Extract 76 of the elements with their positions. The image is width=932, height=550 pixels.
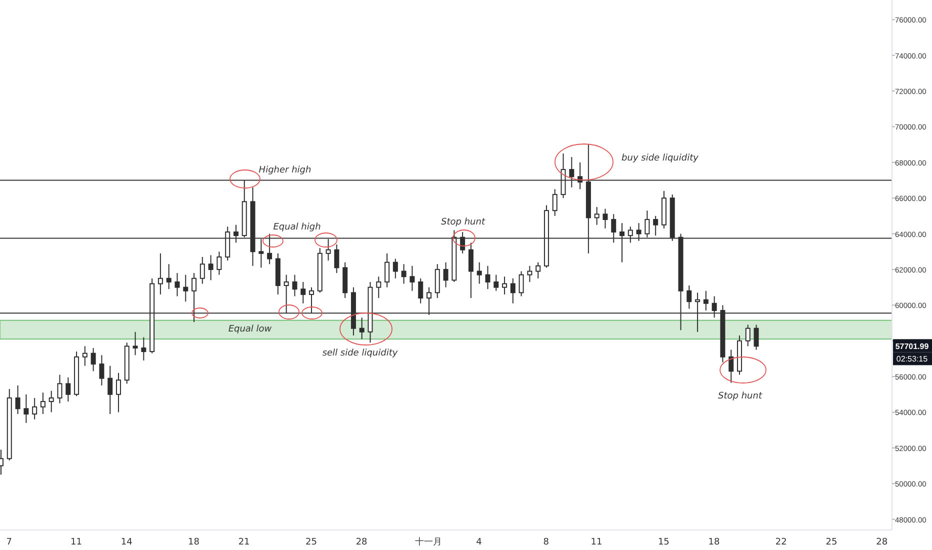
x-tick-label: 4 [476,537,482,548]
x-tick-label: 11 [70,537,82,548]
candlestick [132,331,138,356]
candlestick [57,374,62,404]
candlestick [158,252,163,295]
x-tick-label: 18 [708,537,720,548]
x-tick-label: 25 [826,537,838,548]
candlestick [527,265,532,282]
annotation: Stop hunt [718,391,762,402]
candlestick [392,258,398,279]
x-tick-label: 14 [120,537,133,548]
candlestick [703,290,708,312]
candlestick [468,242,474,299]
x-tick-label: 15 [658,537,670,548]
x-tick-label: 25 [305,537,317,548]
candlestick [653,215,658,236]
candlestick [536,262,541,279]
candlestick [66,376,71,402]
x-tick-label: 7 [6,537,12,548]
candlestick [476,262,482,284]
annotation: buy side liquidity [622,153,700,164]
candlestick [216,251,222,276]
candlestick [594,206,600,226]
candlestick [15,384,20,415]
x-tick-label: 28 [356,537,368,548]
candlestick [116,372,121,413]
candlestick [376,276,382,299]
candlestick [141,336,146,361]
candlestick [485,265,490,290]
annotation: sell side liquidity [322,348,398,358]
annotation: Stop hunt [441,217,486,228]
candlestick [754,324,759,350]
candlestick [99,354,104,386]
candlestick [108,365,113,415]
text: 02:53:15 [896,354,928,364]
candlestick [384,252,390,288]
annotation: 57701.99 [895,342,930,352]
candlestick [32,397,38,420]
annotation: Higher high [258,165,312,176]
x-tick-label: 8 [543,537,550,548]
candlestick [502,276,508,295]
x-tick-label: 28 [876,537,888,548]
candlestick [401,264,406,284]
x-tick-label: 十一月 [415,536,442,548]
candlestick [166,264,172,290]
candlestick [510,278,516,304]
candlestick [334,244,340,274]
candlestick [494,274,499,292]
candlestick [40,392,46,415]
candlestick [183,274,188,302]
annotation: Equal low [228,324,272,334]
candlestick [24,394,29,424]
candlestick [518,270,524,297]
candlestick [208,254,214,281]
candlestick [745,324,750,347]
candlestick [418,278,424,304]
candlestick [292,274,298,297]
x-tick-label: 18 [188,537,200,548]
candlestick [90,347,96,372]
x-tick-label: 11 [590,537,602,548]
candlestick [300,281,306,304]
candlestick [552,188,558,216]
annotation: Equal high [273,222,322,232]
x-tick-label: 21 [238,537,250,548]
candlestick [686,285,692,310]
candlestick [434,264,440,299]
candlestick [174,272,180,297]
x-tick-label: 22 [775,537,787,548]
candlestick [410,265,415,292]
candlestick [200,256,205,284]
candlestick [728,349,734,384]
candlestick [82,346,88,366]
candlestick [602,208,608,229]
candlestick [48,390,54,413]
candlestick [359,317,364,340]
candlestick [443,262,448,288]
